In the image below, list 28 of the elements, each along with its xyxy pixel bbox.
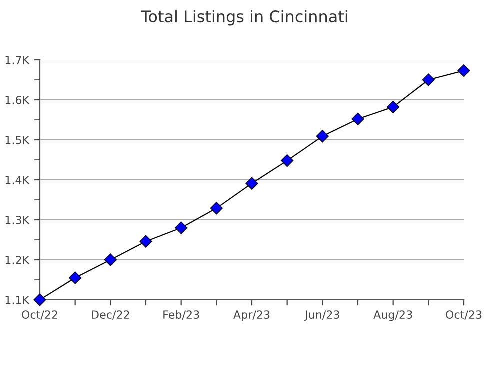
x-tick-label: Apr/23 — [234, 310, 270, 322]
y-tick-label: 1.2K — [6, 256, 30, 264]
point — [281, 154, 294, 168]
chart-title: Total Listings in Cincinnati — [141, 10, 348, 26]
x-tick-label: Aug/23 — [374, 310, 412, 322]
point — [140, 235, 152, 248]
point — [316, 130, 329, 143]
x-tick-label: Jun/23 — [304, 310, 340, 322]
point — [104, 254, 117, 266]
point — [246, 177, 258, 190]
y-tick-label: 1.1K — [6, 296, 30, 304]
x-tick-label: Oct/22 — [22, 310, 58, 320]
y-tick-label: 1.4K — [6, 176, 30, 184]
point — [387, 100, 400, 114]
y-tick-label: 1.7K — [6, 56, 30, 64]
point — [458, 64, 470, 78]
x-tick-label: Feb/23 — [164, 310, 200, 320]
y-tick-label: 1.5K — [6, 136, 30, 144]
y-tick-label: 1.6K — [6, 96, 30, 104]
point — [422, 74, 435, 86]
point — [34, 294, 46, 306]
point — [69, 272, 82, 284]
point — [210, 202, 223, 215]
point — [352, 112, 364, 126]
point — [175, 222, 188, 234]
x-tick-label: Dec/22 — [92, 310, 130, 320]
y-tick-label: 1.3K — [6, 216, 30, 224]
x-tick-label: Oct/23 — [446, 310, 482, 320]
